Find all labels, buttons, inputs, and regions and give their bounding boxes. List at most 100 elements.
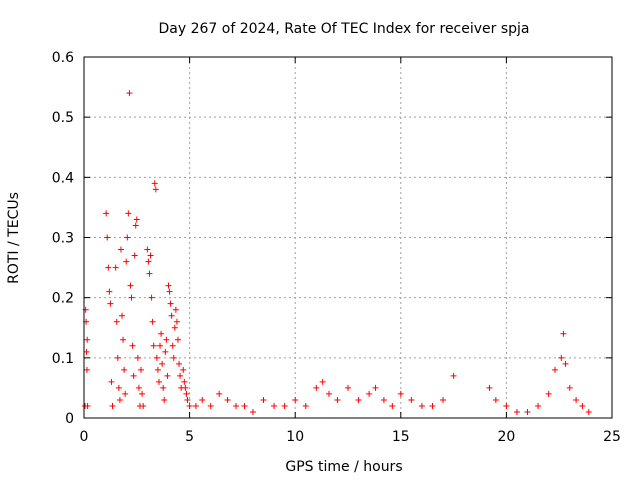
data-point	[164, 372, 171, 379]
data-point	[160, 384, 167, 391]
data-point	[165, 282, 172, 289]
data-point	[503, 402, 510, 409]
data-point	[167, 300, 174, 307]
data-point	[408, 396, 415, 403]
data-point	[562, 360, 569, 367]
data-point	[144, 246, 151, 253]
x-tick-label: 0	[80, 429, 89, 445]
data-point	[157, 342, 164, 349]
data-point	[397, 390, 404, 397]
data-point	[579, 402, 586, 409]
data-point	[172, 306, 179, 313]
data-point	[184, 396, 191, 403]
data-point	[107, 300, 114, 307]
data-point	[83, 348, 90, 355]
data-point	[131, 252, 138, 259]
data-point	[573, 396, 580, 403]
y-tick-label: 0.3	[52, 231, 74, 247]
data-point	[112, 264, 119, 271]
data-point	[148, 294, 155, 301]
data-point	[181, 378, 188, 385]
data-point	[135, 384, 142, 391]
data-point	[147, 252, 154, 259]
data-point	[168, 312, 175, 319]
data-point	[117, 246, 124, 253]
chart-title: Day 267 of 2024, Rate Of TEC Index for r…	[158, 21, 529, 37]
data-point	[492, 396, 499, 403]
data-point	[366, 390, 373, 397]
data-point	[166, 288, 173, 295]
data-point	[103, 210, 110, 217]
data-point	[138, 366, 145, 373]
data-point	[292, 396, 299, 403]
x-tick-label: 5	[185, 429, 194, 445]
data-point	[176, 360, 183, 367]
data-point	[153, 354, 160, 361]
data-point	[133, 216, 140, 223]
data-point	[524, 408, 531, 415]
y-tick-label: 0.5	[52, 110, 74, 126]
data-point	[115, 384, 122, 391]
data-point	[429, 402, 436, 409]
data-point	[199, 396, 206, 403]
y-tick-label: 0	[65, 411, 74, 427]
data-point	[155, 378, 162, 385]
data-point	[114, 354, 121, 361]
data-point	[174, 336, 181, 343]
data-point	[84, 336, 91, 343]
data-point	[140, 402, 147, 409]
data-point	[173, 318, 180, 325]
data-point	[119, 312, 126, 319]
data-point	[108, 378, 115, 385]
x-tick-label: 10	[286, 429, 304, 445]
data-point	[84, 402, 91, 409]
data-point	[105, 264, 112, 271]
data-point	[146, 270, 153, 277]
data-point	[145, 258, 152, 265]
data-point	[182, 384, 189, 391]
axis-ticks: 0 5 10 15 20 25 0 0.1 0.2 0.3 0.4 0.5 0.6	[52, 50, 621, 445]
data-point	[535, 402, 542, 409]
y-tick-label: 0.1	[52, 351, 74, 367]
data-point	[162, 348, 169, 355]
data-point	[158, 330, 165, 337]
data-point	[560, 330, 567, 337]
data-point	[116, 396, 123, 403]
data-point	[126, 90, 133, 97]
x-axis-label: GPS time / hours	[285, 459, 402, 475]
data-point	[180, 366, 187, 373]
data-point	[233, 402, 240, 409]
data-point	[120, 336, 127, 343]
data-point	[123, 258, 130, 265]
data-point	[139, 390, 146, 397]
data-point	[150, 342, 157, 349]
data-point	[249, 408, 256, 415]
data-point	[271, 402, 278, 409]
y-tick-label: 0.4	[52, 170, 74, 186]
data-point	[216, 390, 223, 397]
data-point	[486, 384, 493, 391]
data-point	[130, 372, 137, 379]
data-point	[418, 402, 425, 409]
data-point	[281, 402, 288, 409]
data-point	[319, 378, 326, 385]
data-point	[134, 354, 141, 361]
data-point	[169, 342, 176, 349]
data-point	[355, 396, 362, 403]
data-point	[170, 354, 177, 361]
data-point	[132, 222, 139, 229]
data-point	[177, 372, 184, 379]
data-point	[207, 402, 214, 409]
y-tick-label: 0.2	[52, 291, 74, 307]
data-point	[241, 402, 248, 409]
data-points	[82, 90, 592, 415]
x-tick-label: 15	[392, 429, 410, 445]
data-point	[106, 288, 113, 295]
x-tick-label: 25	[603, 429, 621, 445]
data-point	[151, 180, 158, 187]
grid-lines	[84, 57, 612, 418]
data-point	[513, 408, 520, 415]
data-point	[186, 402, 193, 409]
data-point	[551, 366, 558, 373]
